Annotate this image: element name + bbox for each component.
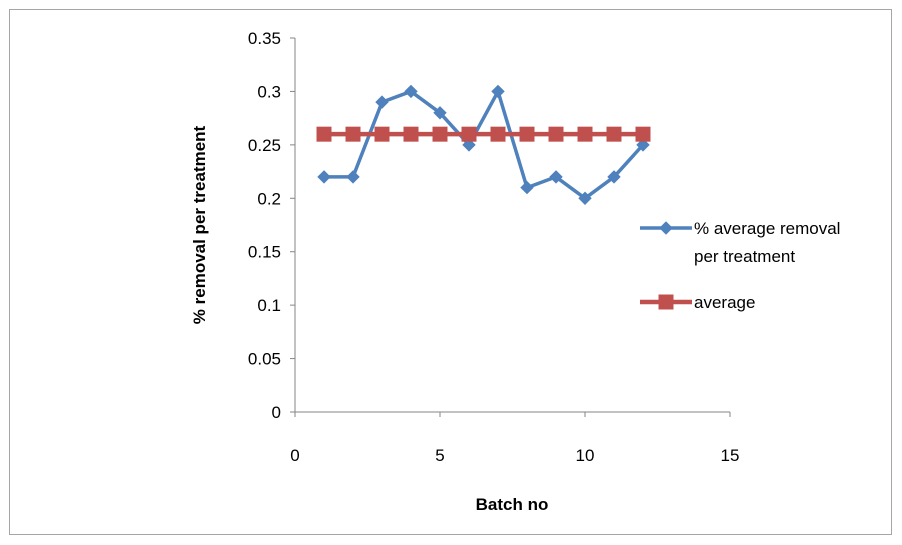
series-0 — [317, 84, 650, 205]
data-point — [432, 126, 448, 142]
data-point — [461, 126, 477, 142]
data-point — [374, 126, 390, 142]
y-tick-label: 0.05 — [248, 350, 281, 369]
chart-border — [9, 9, 892, 535]
data-point — [490, 126, 506, 142]
data-point — [462, 138, 476, 152]
data-point — [548, 126, 564, 142]
series-line — [324, 89, 645, 201]
data-point — [345, 126, 361, 142]
legend-entry-0: % average removal per treatment — [640, 219, 840, 266]
y-tick-label: 0.2 — [257, 189, 281, 208]
x-axis-ticks: 0 5 10 15 — [290, 412, 739, 465]
legend-label: average — [694, 293, 755, 312]
data-point — [606, 126, 622, 142]
x-axis-title: Batch no — [476, 495, 549, 514]
y-tick-label: 0 — [272, 403, 281, 422]
y-tick-label: 0.1 — [257, 296, 281, 315]
legend-label: % average removal — [694, 219, 840, 238]
legend-marker — [658, 294, 674, 310]
plot-area: 0 0.05 0.1 0.15 0.2 0.25 0.3 0.35 0 5 10 15 — [248, 29, 740, 465]
data-point — [549, 170, 563, 184]
data-point — [375, 95, 389, 109]
data-point — [519, 126, 535, 142]
legend-marker — [659, 221, 673, 235]
series-layer — [316, 84, 651, 205]
legend: % average removal per treatment average — [640, 219, 840, 312]
data-point — [577, 126, 593, 142]
y-axis-ticks: 0 0.05 0.1 0.15 0.2 0.25 0.3 0.35 — [248, 29, 295, 422]
data-point — [635, 126, 651, 142]
data-point — [346, 170, 360, 184]
y-axis-title: % removal per treatment — [190, 125, 209, 324]
x-tick-label: 15 — [721, 446, 740, 465]
data-point — [578, 191, 592, 205]
data-point — [520, 180, 534, 195]
data-point — [636, 138, 650, 152]
data-point — [491, 84, 505, 99]
data-point — [607, 170, 621, 184]
legend-label: per treatment — [694, 247, 795, 266]
data-point — [403, 126, 419, 142]
x-tick-label: 0 — [290, 446, 299, 465]
y-tick-label: 0.15 — [248, 243, 281, 262]
data-point — [317, 170, 331, 184]
y-tick-label: 0.3 — [257, 82, 281, 101]
data-point — [433, 106, 447, 120]
y-tick-label: 0.25 — [248, 136, 281, 155]
data-point — [316, 126, 332, 142]
x-tick-label: 5 — [435, 446, 444, 465]
legend-entry-1: average — [640, 293, 755, 312]
y-tick-label: 0.35 — [248, 29, 281, 48]
x-tick-label: 10 — [576, 446, 595, 465]
data-point — [404, 84, 418, 99]
series-1 — [316, 126, 651, 142]
